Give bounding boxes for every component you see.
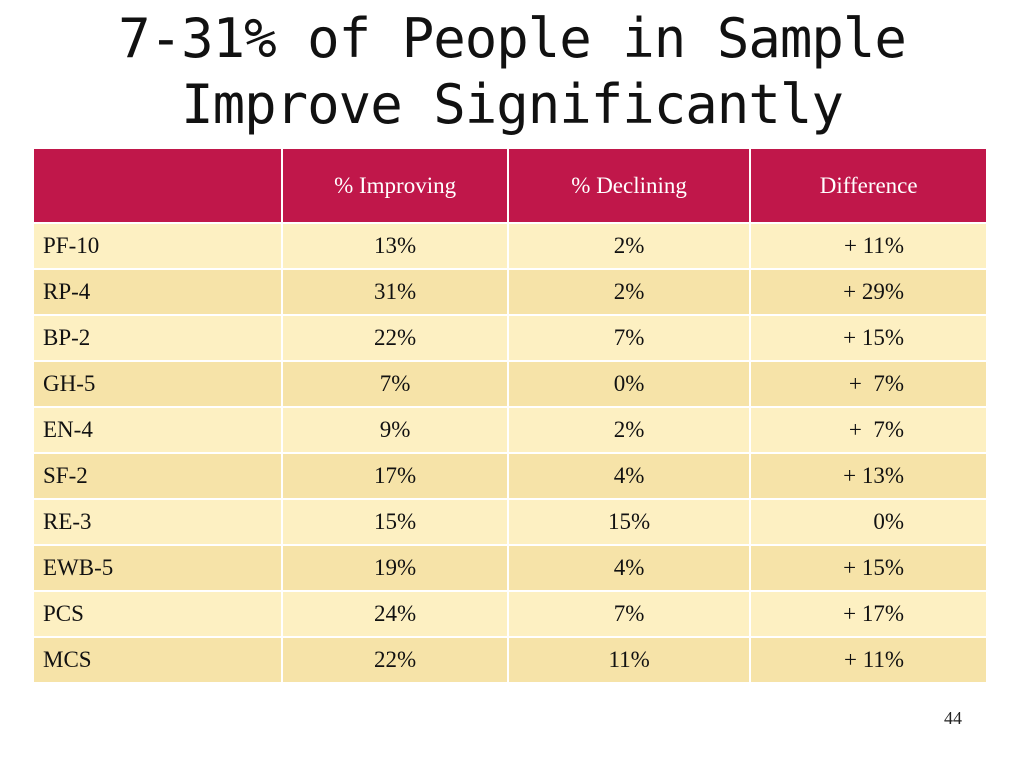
difference-cell: + 17% xyxy=(749,590,988,638)
difference-cell: + 7% xyxy=(749,360,988,408)
results-table: % Improving % Declining Difference PF-10… xyxy=(31,147,988,684)
declining-cell: 4% xyxy=(506,544,752,592)
improving-cell: 13% xyxy=(281,222,509,270)
row-label: SF-2 xyxy=(31,452,284,500)
header-cell-declining: % Declining xyxy=(506,147,752,224)
improving-cell: 15% xyxy=(281,498,509,546)
declining-cell: 2% xyxy=(506,406,752,454)
improving-cell: 31% xyxy=(281,268,509,316)
row-label: MCS xyxy=(31,636,284,684)
difference-cell: + 7% xyxy=(749,406,988,454)
declining-cell: 0% xyxy=(506,360,752,408)
difference-cell: + 11% xyxy=(749,222,988,270)
table-row: RE-3 15% 15% 0% xyxy=(31,498,988,546)
table-row: EWB-5 19% 4% + 15% xyxy=(31,544,988,592)
improving-cell: 17% xyxy=(281,452,509,500)
table-row: EN-4 9% 2% + 7% xyxy=(31,406,988,454)
difference-cell: 0% xyxy=(749,498,988,546)
table-row: MCS 22% 11% + 11% xyxy=(31,636,988,684)
difference-cell: + 15% xyxy=(749,544,988,592)
slide-title-line-2: Improve Significantly xyxy=(181,73,844,136)
difference-cell: + 11% xyxy=(749,636,988,684)
declining-cell: 2% xyxy=(506,268,752,316)
row-label: EWB-5 xyxy=(31,544,284,592)
improving-cell: 22% xyxy=(281,314,509,362)
difference-cell: + 29% xyxy=(749,268,988,316)
declining-cell: 7% xyxy=(506,314,752,362)
row-label: BP-2 xyxy=(31,314,284,362)
improving-cell: 9% xyxy=(281,406,509,454)
row-label: PCS xyxy=(31,590,284,638)
slide-title-line-1: 7-31% of People in Sample xyxy=(118,7,907,70)
row-label: RP-4 xyxy=(31,268,284,316)
table-row: PCS 24% 7% + 17% xyxy=(31,590,988,638)
row-label: EN-4 xyxy=(31,406,284,454)
declining-cell: 7% xyxy=(506,590,752,638)
header-cell-difference: Difference xyxy=(749,147,988,224)
declining-cell: 4% xyxy=(506,452,752,500)
row-label: PF-10 xyxy=(31,222,284,270)
header-cell-improving: % Improving xyxy=(281,147,509,224)
table-row: GH-5 7% 0% + 7% xyxy=(31,360,988,408)
page-number: 44 xyxy=(944,708,962,728)
declining-cell: 15% xyxy=(506,498,752,546)
difference-cell: + 15% xyxy=(749,314,988,362)
table-row: RP-4 31% 2% + 29% xyxy=(31,268,988,316)
improving-cell: 24% xyxy=(281,590,509,638)
declining-cell: 2% xyxy=(506,222,752,270)
difference-cell: + 13% xyxy=(749,452,988,500)
improving-cell: 22% xyxy=(281,636,509,684)
row-label: GH-5 xyxy=(31,360,284,408)
row-label: RE-3 xyxy=(31,498,284,546)
improving-cell: 7% xyxy=(281,360,509,408)
table-row: SF-2 17% 4% + 13% xyxy=(31,452,988,500)
header-cell-blank xyxy=(31,147,284,224)
table-row: BP-2 22% 7% + 15% xyxy=(31,314,988,362)
improving-cell: 19% xyxy=(281,544,509,592)
declining-cell: 11% xyxy=(506,636,752,684)
slide-title: 7-31% of People in Sample Improve Signif… xyxy=(0,6,1024,138)
table-row: PF-10 13% 2% + 11% xyxy=(31,222,988,270)
table-header-row: % Improving % Declining Difference xyxy=(31,147,988,224)
